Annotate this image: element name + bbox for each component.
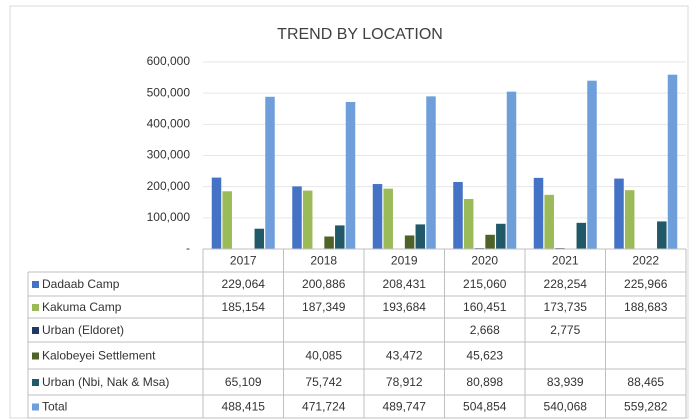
bar: [383, 188, 393, 249]
bar: [667, 74, 678, 249]
legend-label: Dadaab Camp: [42, 277, 120, 291]
table-value: 40,085: [305, 349, 342, 363]
y-tick-label: 200,000: [147, 179, 191, 193]
y-tick-label: 500,000: [147, 85, 191, 99]
bar: [345, 101, 356, 249]
y-tick-label: 100,000: [147, 210, 191, 224]
legend-swatch: [32, 304, 39, 311]
table-value: 75,742: [305, 375, 342, 389]
legend-label: Total: [42, 400, 67, 414]
table-value: 504,854: [463, 400, 507, 414]
bar: [324, 236, 334, 249]
bar: [533, 177, 544, 249]
table-value: 65,109: [225, 375, 262, 389]
table-value: 80,898: [466, 375, 503, 389]
table-value: 173,735: [544, 300, 588, 314]
legend-label: Kalobeyei Settlement: [42, 349, 156, 363]
x-tick-label: 2019: [391, 254, 418, 268]
bar: [506, 91, 517, 249]
table-value: 208,431: [383, 277, 427, 291]
table-value: 188,683: [624, 300, 668, 314]
legend-swatch: [32, 281, 39, 288]
table-value: 2,668: [470, 323, 500, 337]
bar: [372, 184, 383, 249]
legend-label: Urban (Nbi, Nak & Msa): [42, 375, 169, 389]
bar: [544, 194, 554, 249]
table-value: 559,282: [624, 400, 668, 414]
bar: [265, 96, 275, 249]
bar: [292, 186, 302, 249]
table-value: 160,451: [463, 300, 507, 314]
bar: [415, 224, 426, 249]
legend-swatch: [32, 403, 39, 411]
table-value: 187,349: [302, 300, 346, 314]
bar: [222, 191, 232, 249]
legend-swatch: [32, 352, 39, 360]
legend-label: Urban (Eldoret): [42, 323, 124, 337]
bar: [614, 178, 624, 249]
bar: [335, 225, 345, 249]
table-value: 215,060: [463, 277, 507, 291]
y-tick-label: -: [186, 241, 190, 255]
legend-swatch: [32, 327, 39, 334]
x-tick-label: 2022: [632, 254, 659, 268]
bar: [211, 177, 222, 249]
bar: [576, 222, 587, 249]
bar: [587, 80, 597, 250]
table-value: 225,966: [624, 277, 668, 291]
bar: [463, 198, 474, 249]
table-value: 489,747: [383, 400, 427, 414]
bar: [254, 228, 265, 249]
bar: [453, 181, 463, 249]
bar: [404, 235, 415, 249]
table-value: 43,472: [386, 349, 423, 363]
bar: [302, 190, 313, 249]
table-value: 229,064: [222, 277, 266, 291]
table-value: 471,724: [302, 400, 346, 414]
x-tick-label: 2017: [230, 254, 257, 268]
table-value: 45,623: [466, 349, 503, 363]
table-value: 2,775: [550, 323, 580, 337]
y-tick-label: 600,000: [147, 54, 191, 68]
table-value: 83,939: [547, 375, 584, 389]
table-value: 185,154: [222, 300, 266, 314]
table-value: 88,465: [627, 375, 664, 389]
x-tick-label: 2020: [471, 254, 498, 268]
legend-swatch: [32, 379, 39, 386]
bar: [624, 190, 635, 249]
y-tick-label: 300,000: [147, 148, 191, 162]
bar: [496, 223, 506, 249]
table-value: 193,684: [383, 300, 427, 314]
chart-title: TREND BY LOCATION: [277, 26, 443, 43]
table-value: 78,912: [386, 375, 423, 389]
legend-label: Kakuma Camp: [42, 300, 122, 314]
table-value: 200,886: [302, 277, 346, 291]
table-value: 228,254: [544, 277, 588, 291]
x-tick-label: 2021: [552, 254, 579, 268]
y-tick-label: 400,000: [147, 117, 191, 131]
x-tick-label: 2018: [310, 254, 337, 268]
bar: [657, 221, 667, 249]
bar: [426, 96, 436, 249]
table-value: 488,415: [222, 400, 266, 414]
table-value: 540,068: [544, 400, 588, 414]
bar: [485, 234, 495, 249]
